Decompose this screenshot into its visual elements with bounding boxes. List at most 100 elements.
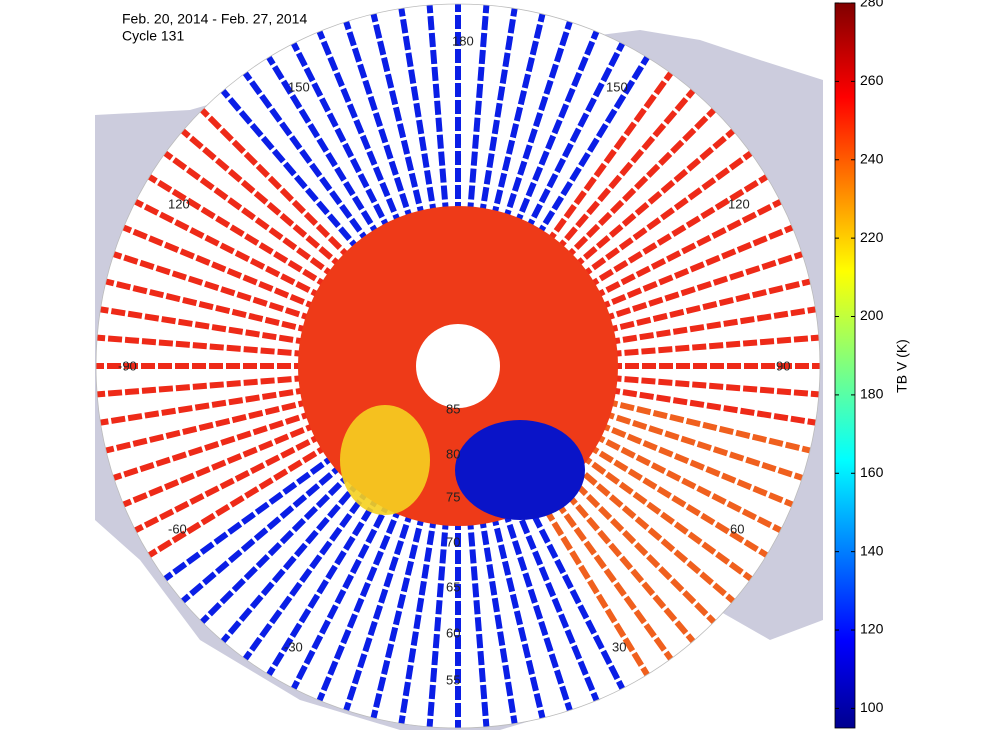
swath [599, 409, 804, 481]
swath [134, 198, 326, 301]
swath [199, 469, 355, 625]
swath [570, 461, 736, 604]
lon-label: 60 [730, 521, 744, 536]
swath [163, 451, 339, 582]
swath [96, 334, 309, 358]
swath [501, 507, 573, 712]
swath [599, 251, 804, 323]
swath [242, 71, 373, 247]
swath [105, 278, 313, 334]
lat-label: 60 [446, 625, 460, 640]
colorbar-tick-label: 280 [860, 0, 884, 10]
lat-label: 65 [446, 579, 460, 594]
colorbar [834, 2, 856, 729]
swath [370, 511, 426, 719]
swath [316, 30, 404, 229]
swath [561, 107, 717, 263]
lat-label: 75 [446, 489, 460, 504]
swath [603, 278, 811, 334]
swath [605, 306, 817, 346]
swath [607, 374, 820, 398]
swath [112, 251, 317, 323]
swath [605, 386, 817, 426]
colorbar-tick-label: 200 [860, 307, 884, 323]
colorbar-tick-label: 140 [860, 542, 884, 558]
blue-patch [455, 420, 585, 520]
swath [199, 107, 355, 263]
swath [316, 503, 404, 702]
swath [512, 503, 600, 702]
swath [266, 492, 383, 677]
swath [603, 398, 811, 454]
title: Feb. 20, 2014 - Feb. 27, 2014 [122, 11, 307, 27]
swath [147, 174, 332, 291]
swath [180, 461, 346, 604]
swath [122, 224, 321, 312]
swath [570, 128, 736, 271]
swath [590, 431, 782, 534]
lon-label: 150 [288, 79, 310, 94]
swath [99, 306, 311, 346]
swath [105, 398, 313, 454]
swath [543, 71, 674, 247]
lon-label: 150 [606, 79, 628, 94]
swath [220, 88, 363, 254]
swath [543, 485, 674, 661]
swath [220, 478, 363, 644]
swath [343, 507, 415, 712]
swath [595, 224, 794, 312]
swath [370, 13, 426, 221]
swath [112, 409, 317, 481]
swath [180, 128, 346, 271]
lat-label: 55 [446, 672, 460, 687]
swath [512, 30, 600, 229]
subtitle: Cycle 131 [122, 28, 184, 44]
colorbar-tick-label: 260 [860, 72, 884, 88]
swath [147, 441, 332, 558]
lat-label: 85 [446, 401, 460, 416]
lon-label: 30 [612, 639, 626, 654]
graticule-labels: 180 150 150 120 120 -90 90 -60 60 -30 30… [118, 33, 790, 687]
swath [523, 42, 626, 234]
lat-label: 70 [446, 534, 460, 549]
swath [122, 420, 321, 508]
swath [584, 174, 769, 291]
lon-label: 90 [776, 358, 790, 373]
pole-hole [416, 324, 500, 408]
swath [398, 7, 438, 219]
swath [478, 513, 518, 725]
swath [426, 4, 450, 217]
swath [590, 198, 782, 301]
swath [466, 4, 490, 217]
swath [134, 431, 326, 534]
map-field [96, 4, 820, 728]
swath [266, 55, 383, 240]
swath [290, 42, 393, 234]
lon-label: 120 [728, 196, 750, 211]
swath [242, 485, 373, 661]
swath [490, 13, 546, 221]
swath [398, 513, 438, 725]
lon-label: -30 [284, 639, 303, 654]
swath [533, 55, 650, 240]
colorbar-axis: 100 120 140 160 180 200 220 240 260 280 [835, 0, 884, 715]
colorbar-tick-label: 240 [860, 150, 884, 166]
lon-label: 180 [452, 33, 474, 48]
swath [490, 511, 546, 719]
colorbar-tick-label: 220 [860, 229, 884, 245]
lat-label: 80 [446, 446, 460, 461]
swath [577, 150, 753, 281]
swath [595, 420, 794, 508]
colorbar-label: TB V (K) [894, 339, 910, 393]
swath [577, 451, 753, 582]
swath [561, 469, 717, 625]
swath [163, 150, 339, 281]
swath [607, 334, 820, 358]
colorbar-tick-label: 100 [860, 699, 884, 715]
swath [533, 492, 650, 677]
colorbar-tick-label: 160 [860, 464, 884, 480]
colorbar-tick-label: 180 [860, 386, 884, 402]
lon-label: -60 [168, 521, 187, 536]
swath [553, 88, 696, 254]
